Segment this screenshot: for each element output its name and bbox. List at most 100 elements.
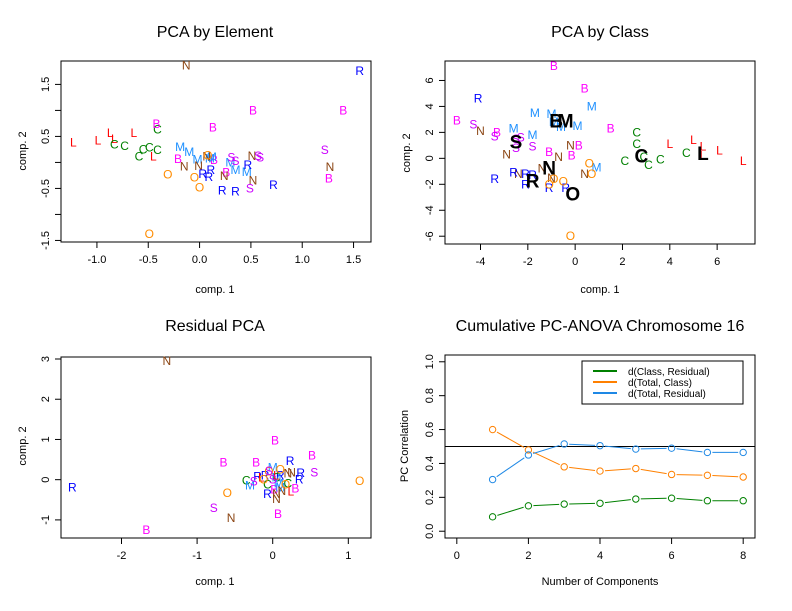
series-point	[703, 471, 712, 480]
point-R: R	[490, 172, 499, 186]
series-segment	[676, 474, 703, 476]
legend: d(Class, Residual) d(Total, Class) d(Tot…	[581, 360, 744, 405]
point-N: N	[514, 167, 523, 181]
series-point	[524, 446, 533, 454]
point-R: R	[276, 469, 285, 483]
series-segment	[569, 443, 596, 446]
point-C: C	[632, 125, 641, 139]
point-M: M	[556, 120, 566, 134]
y-tick-label: 0.0	[424, 524, 436, 539]
legend-label-total-class: d(Total, Class)	[628, 378, 692, 389]
point-O: O	[190, 171, 199, 185]
x-tick-label: 0.5	[243, 254, 258, 266]
point-M: M	[275, 481, 285, 495]
point-C: C	[272, 471, 281, 485]
legend-label-total-residual: d(Total, Residual)	[628, 389, 706, 400]
y-axis-label: comp. 2	[17, 426, 29, 465]
line-marks	[445, 425, 755, 521]
x-tick-label: 0	[572, 256, 578, 268]
x-tick-label: 0	[454, 550, 460, 562]
point-M: M	[274, 477, 284, 491]
series-segment	[640, 468, 667, 475]
legend-label-class-residual: d(Class, Residual)	[628, 367, 710, 378]
point-R: R	[263, 487, 272, 501]
y-tick-label: -0.5	[40, 179, 52, 198]
y-tick-label: 0.2	[424, 490, 436, 505]
point-R: R	[286, 454, 295, 468]
point-R: R	[509, 166, 518, 180]
point-R: R	[253, 469, 262, 483]
series-segment	[569, 466, 596, 471]
series-point	[524, 502, 533, 510]
point-L: L	[107, 126, 114, 140]
y-axis-label: comp. 2	[17, 131, 29, 170]
point-S: S	[246, 181, 254, 195]
y-tick-label: -6	[424, 231, 436, 241]
y-tick-label: 0	[40, 477, 52, 483]
axis-ticks: 0 2 4 6 8 0.0 0.2 0.4 0.6 0.8 1.0	[424, 354, 746, 562]
point-S: S	[231, 154, 239, 168]
point-R: R	[521, 177, 530, 191]
y-tick-label: -1.5	[40, 231, 52, 250]
point-B: B	[249, 103, 257, 117]
point-L: L	[700, 140, 707, 154]
x-tick-label: 6	[714, 256, 720, 268]
series-segment	[533, 444, 560, 454]
point-R: R	[261, 469, 270, 483]
series-point	[560, 463, 568, 471]
point-N: N	[326, 160, 335, 174]
x-axis-label: comp. 1	[580, 284, 619, 296]
point-C: C	[621, 154, 630, 168]
series-segment	[532, 451, 560, 466]
plot-frame	[60, 60, 372, 243]
x-tick-label: 2	[619, 256, 625, 268]
point-R: R	[204, 170, 213, 184]
x-tick-label: 2	[525, 550, 531, 562]
x-tick-label: 4	[597, 550, 603, 562]
point-M: M	[573, 119, 583, 133]
series-point	[739, 448, 747, 457]
point-C: C	[639, 150, 648, 164]
point-N: N	[283, 467, 292, 481]
point-N: N	[566, 138, 575, 152]
point-N: N	[554, 150, 563, 164]
point-R: R	[207, 163, 216, 177]
y-tick-label: 6	[424, 77, 436, 83]
point-S: S	[250, 475, 258, 489]
series-point	[739, 473, 747, 481]
point-C: C	[682, 146, 691, 160]
point-B: B	[291, 482, 299, 496]
point-L: L	[273, 469, 280, 483]
axis-ticks: -4 -2 0 2 4 6 -6 -4 -2 0 2 4 6	[424, 77, 720, 268]
point-R: R	[528, 168, 537, 182]
x-axis-label: comp. 1	[195, 576, 234, 588]
point-N: N	[272, 487, 281, 501]
point-N: N	[272, 492, 281, 506]
point-M: M	[207, 150, 217, 164]
point-B: B	[575, 138, 583, 152]
point-C: C	[656, 153, 665, 167]
point-S: S	[529, 140, 537, 154]
series-point	[739, 497, 747, 505]
y-axis-label: PC Correlation	[399, 410, 411, 482]
point-C: C	[644, 158, 653, 172]
point-M: M	[225, 155, 235, 169]
point-N: N	[180, 160, 189, 174]
point-O: O	[549, 172, 558, 186]
x-tick-label: -2	[117, 550, 127, 562]
point-C: C	[110, 138, 119, 152]
y-tick-label: 0.4	[424, 456, 436, 471]
point-B: B	[568, 149, 576, 163]
point-C: C	[145, 140, 154, 154]
point-O: O	[195, 180, 204, 194]
point-M: M	[205, 151, 215, 165]
series-point	[667, 444, 676, 452]
series-segment	[497, 506, 524, 516]
point-B: B	[493, 125, 501, 139]
x-tick-label: 1.0	[295, 254, 310, 266]
point-O: O	[559, 175, 568, 189]
point-O: O	[566, 229, 575, 243]
point-L: L	[690, 133, 697, 147]
point-R: R	[545, 181, 554, 195]
